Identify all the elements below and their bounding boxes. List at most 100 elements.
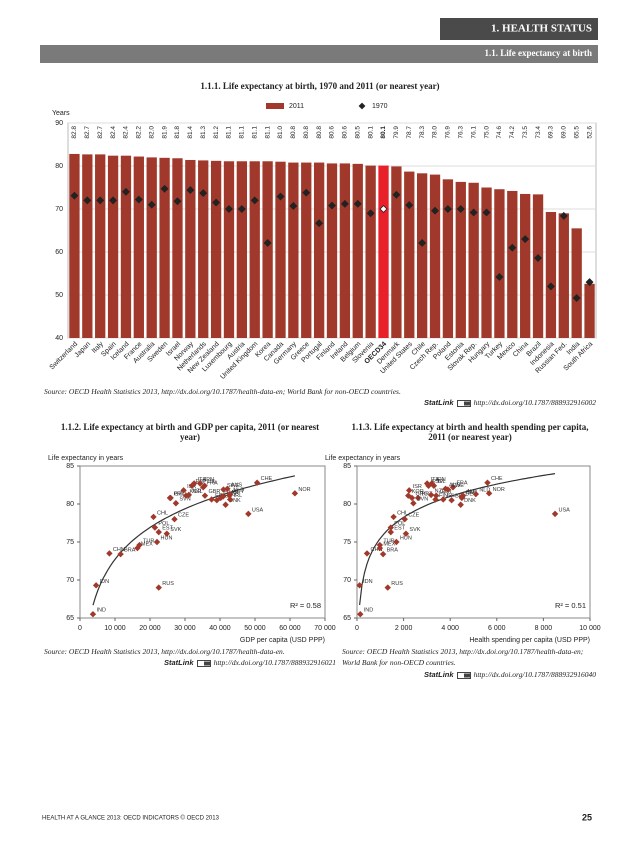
bar (442, 179, 454, 338)
point-label: SVN (417, 497, 428, 503)
marker-1970 (559, 211, 568, 220)
point-label: EST (162, 526, 173, 532)
point-label: CZE (408, 513, 419, 519)
point-label: POL (394, 521, 405, 527)
icon-fill (463, 401, 470, 406)
statlink: StatLink http://dx.doi.org/10.1787/888932… (424, 670, 596, 679)
point (208, 496, 215, 503)
bar (507, 190, 518, 338)
point (245, 510, 252, 518)
value-label: 74.6 (496, 126, 503, 139)
point-label: CHE (491, 476, 503, 482)
point-label: IDN (100, 579, 110, 585)
value-label: 76.9 (445, 126, 452, 139)
x-axis-label: GDP per capita (USD PPP) (240, 637, 325, 644)
marker-1970 (418, 239, 427, 247)
point-label: HUN (400, 535, 412, 541)
point (414, 494, 422, 502)
point (384, 584, 391, 591)
value-label: 81.3 (200, 126, 207, 139)
point (430, 482, 438, 489)
point (387, 524, 394, 531)
statlink: StatLink http://dx.doi.org/10.1787/888932… (424, 398, 596, 407)
bar (558, 213, 569, 338)
section-band (40, 45, 598, 63)
marker-1970 (585, 278, 594, 287)
bar (107, 155, 119, 338)
point-label: DEU (465, 491, 477, 497)
x-tick-label: 50 000 (244, 625, 266, 632)
point (167, 494, 174, 502)
value-label: 81.1 (239, 126, 246, 139)
bar (532, 194, 544, 338)
marker-1970 (70, 191, 79, 200)
point (180, 487, 187, 494)
icon-fill (463, 673, 470, 678)
marker-1970 (225, 205, 233, 213)
point-label: FIN (439, 493, 448, 499)
marker-1970 (121, 187, 130, 196)
value-label: 81.1 (264, 126, 271, 139)
y-axis-label: Years (52, 110, 70, 117)
bar (133, 156, 144, 338)
bar (365, 165, 376, 338)
marker-1970 (237, 205, 246, 213)
marker-1970 (250, 196, 259, 205)
point-label: CHL (157, 510, 168, 516)
point (201, 492, 209, 499)
bar (326, 163, 338, 338)
marker-1970 (456, 205, 465, 213)
marker-1970 (96, 196, 105, 205)
point-label: IRL (234, 493, 243, 499)
point (153, 538, 161, 546)
point-label: CAN (465, 490, 477, 496)
bar (313, 162, 325, 338)
value-label: 79.9 (393, 126, 400, 139)
point-label: ISL (208, 479, 216, 485)
point-label: CAN (227, 490, 239, 496)
point (357, 611, 364, 618)
marker-1970 (147, 200, 156, 209)
point (253, 479, 261, 486)
value-label: 82.0 (148, 126, 155, 139)
statlink-url: http://dx.doi.org/10.1787/888932916040 (473, 670, 596, 679)
bar (416, 173, 428, 338)
chapter-band (440, 18, 598, 40)
y-tick-label: 85 (66, 463, 74, 470)
icon-fill (203, 661, 210, 666)
point-label: SWE (451, 483, 464, 489)
point-label: HUN (161, 535, 173, 541)
marker-1970 (173, 197, 182, 206)
point-label: NOR (493, 487, 505, 493)
point (226, 496, 234, 503)
point (224, 485, 231, 492)
value-label: 74.2 (509, 126, 516, 139)
y-tick-label: 70 (55, 206, 63, 213)
value-label: 75.0 (483, 126, 490, 139)
x-tick-label: 20 000 (139, 625, 161, 632)
point (457, 501, 464, 508)
point (402, 530, 410, 537)
point (106, 550, 113, 557)
bar (468, 182, 479, 338)
point-label: KOR (412, 489, 424, 495)
bar (146, 157, 157, 338)
bar (494, 189, 505, 338)
point-label: BRA (124, 548, 136, 554)
value-label: 81.4 (187, 126, 194, 139)
value-label: 65.5 (573, 126, 580, 139)
value-label: 81.1 (251, 126, 258, 139)
point (410, 500, 417, 507)
point-label: MEX (141, 542, 153, 548)
chart-title: 1.1.3. Life expectancy at birth and heal… (351, 422, 589, 442)
point-label: AUT (233, 489, 245, 495)
bar (584, 283, 595, 338)
value-label: 82.7 (84, 126, 91, 139)
point (405, 492, 412, 499)
point-label: IND (96, 608, 106, 614)
point-label: CHE (261, 476, 273, 482)
value-label: 76.1 (470, 126, 477, 139)
point (484, 479, 491, 486)
point (201, 482, 208, 489)
point (427, 491, 435, 499)
